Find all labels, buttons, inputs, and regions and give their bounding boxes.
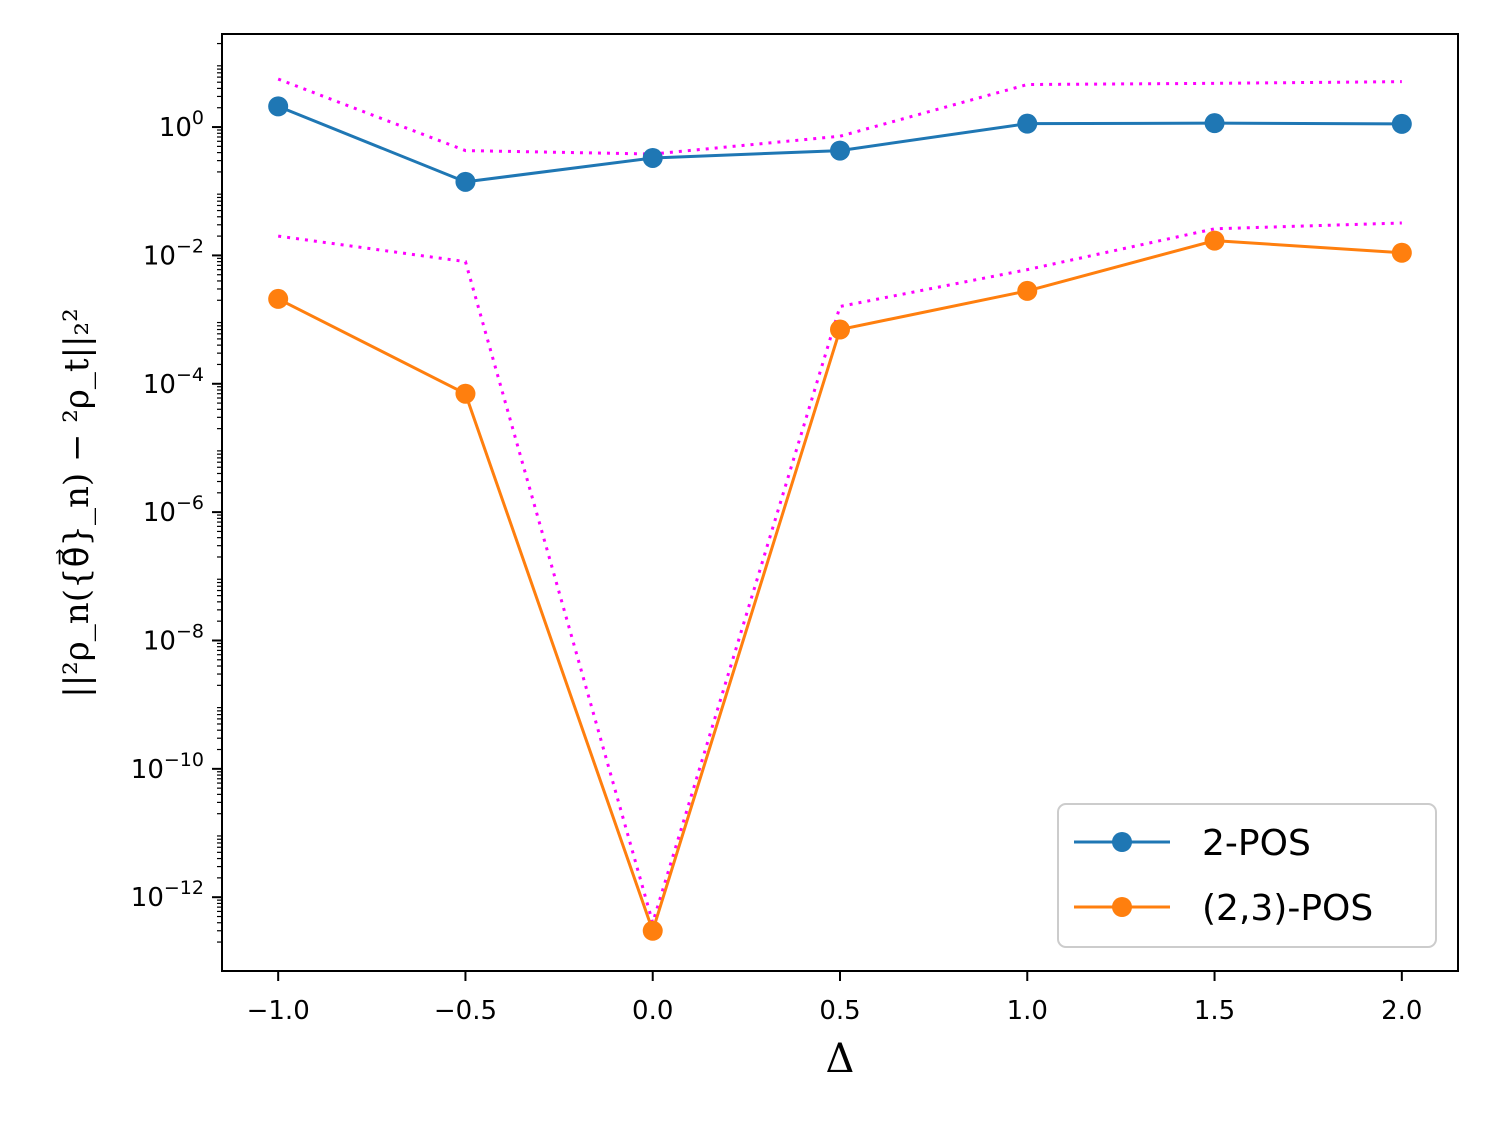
series-points	[268, 96, 1412, 941]
y-tick-label: 10−12	[131, 877, 204, 913]
legend-marker	[1112, 897, 1132, 917]
x-tick-label: −1.0	[247, 996, 310, 1026]
x-tick-label: 2.0	[1381, 996, 1422, 1026]
data-point	[1391, 242, 1412, 263]
y-tick-label: 100	[159, 107, 204, 143]
y-tick-base: 10	[143, 370, 176, 400]
bound-lines	[277, 77, 1402, 929]
y-tick-label: 10−2	[143, 235, 204, 271]
data-point	[268, 96, 289, 117]
y-tick-label: 10−8	[143, 620, 204, 656]
data-point	[1204, 230, 1225, 251]
legend-marker	[1112, 832, 1132, 852]
legend-entries: 2-POS (2,3)-POS	[1074, 823, 1373, 929]
legend: 2-POS (2,3)-POS	[1057, 803, 1437, 948]
y-tick-base: 10	[131, 883, 164, 913]
y-tick-base: 10	[143, 498, 176, 528]
x-tick-label: 1.5	[1194, 996, 1235, 1026]
y-tick-base: 10	[159, 113, 192, 143]
x-tick-label: −0.5	[434, 996, 497, 1026]
data-point	[455, 383, 476, 404]
y-tick-base: 10	[143, 241, 176, 271]
data-point	[642, 147, 663, 168]
legend-label: 2-POS	[1202, 823, 1311, 864]
bound-line	[277, 77, 1402, 156]
y-tick-exponent: −6	[176, 492, 204, 514]
data-point	[268, 288, 289, 309]
data-point	[1017, 113, 1038, 134]
y-tick-label: 10−6	[143, 492, 204, 528]
y-tick-base: 10	[131, 755, 164, 785]
y-tick-exponent: −12	[164, 877, 204, 899]
y-tick-label: 10−10	[131, 749, 204, 785]
data-point	[455, 171, 476, 192]
y-tick-base: 10	[143, 626, 176, 656]
data-point	[830, 319, 850, 340]
legend-label: (2,3)-POS	[1202, 888, 1373, 929]
y-tick-exponent: −8	[176, 620, 204, 642]
y-tick-label: 10−4	[143, 364, 204, 400]
y-axis-label: ||²ρ_n({θ⃗}_n) − ²ρ_t||₂²	[56, 308, 97, 697]
data-point	[1391, 113, 1412, 134]
x-axis-ticks: −1.0 −0.5 0.0 0.5 1.0 1.5 2.0	[247, 971, 1422, 1026]
x-tick-label: 0.5	[819, 996, 860, 1026]
data-point	[642, 920, 663, 941]
bound-line	[277, 221, 1402, 929]
y-tick-exponent: −2	[176, 235, 204, 257]
x-tick-label: 0.0	[632, 996, 673, 1026]
y-tick-exponent: −10	[164, 749, 204, 771]
x-tick-label: 1.0	[1007, 996, 1048, 1026]
y-tick-exponent: −4	[176, 364, 204, 386]
legend-box	[1057, 803, 1437, 948]
data-point	[1204, 113, 1225, 134]
y-tick-exponent: 0	[192, 107, 204, 129]
x-axis-label: Δ	[826, 1036, 855, 1082]
data-point	[830, 140, 850, 161]
data-point	[1017, 280, 1038, 301]
